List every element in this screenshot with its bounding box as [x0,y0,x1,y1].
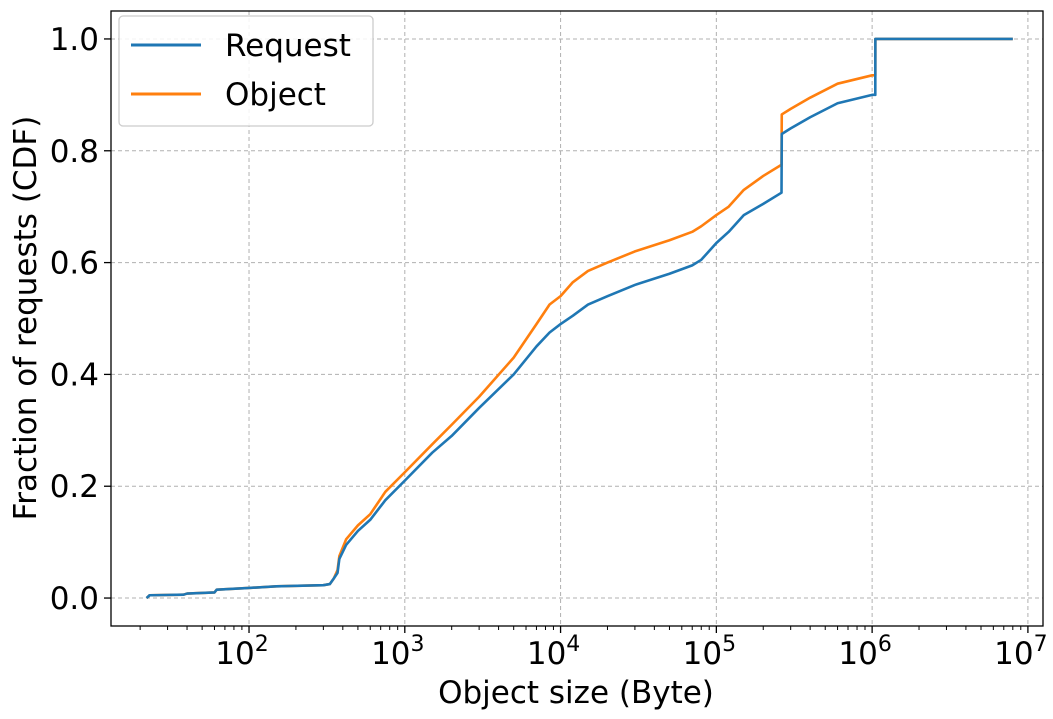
y-tick-label: 0.2 [50,469,99,505]
plot-frame [110,10,1044,627]
x-tick-label: 107 [994,632,1047,672]
legend-label-request: Request [225,28,351,64]
legend-label-object: Object [225,77,326,113]
series-line-request [145,37,1013,600]
y-axis-label: Fraction of requests (CDF) [8,116,44,521]
y-tick-label: 0.0 [50,581,99,617]
y-tick-label: 0.4 [50,357,99,393]
x-tick-label: 104 [527,632,580,672]
axis-ticks: 102 103 104 105 106 107 0.0 0.2 0.4 0.6 0.8 1.0 [50,22,1048,672]
y-tick-label: 0.8 [50,134,99,170]
x-tick-label: 105 [683,632,736,672]
x-tick-label: 103 [371,632,424,672]
x-axis-label: Object size (Byte) [438,675,714,711]
legend: Request Object [118,15,374,127]
y-tick-label: 1.0 [50,22,99,58]
y-tick-label: 0.6 [50,246,99,282]
series-lines [145,37,1013,600]
x-tick-label: 102 [215,632,268,672]
x-tick-label: 106 [838,632,891,672]
